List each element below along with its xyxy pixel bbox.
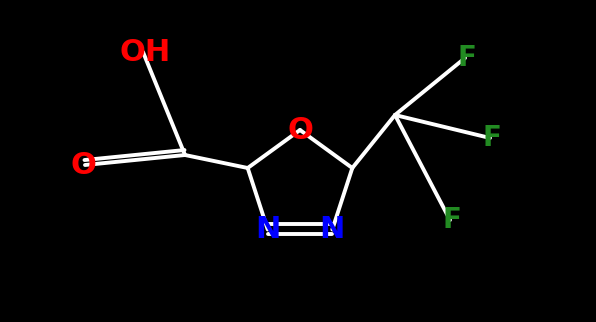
- Text: F: F: [443, 206, 461, 234]
- Text: F: F: [458, 44, 476, 72]
- Text: N: N: [255, 215, 280, 244]
- Text: O: O: [70, 150, 96, 179]
- Text: F: F: [483, 124, 501, 152]
- Text: OH: OH: [119, 37, 170, 67]
- Text: O: O: [287, 116, 313, 145]
- Text: N: N: [319, 215, 345, 244]
